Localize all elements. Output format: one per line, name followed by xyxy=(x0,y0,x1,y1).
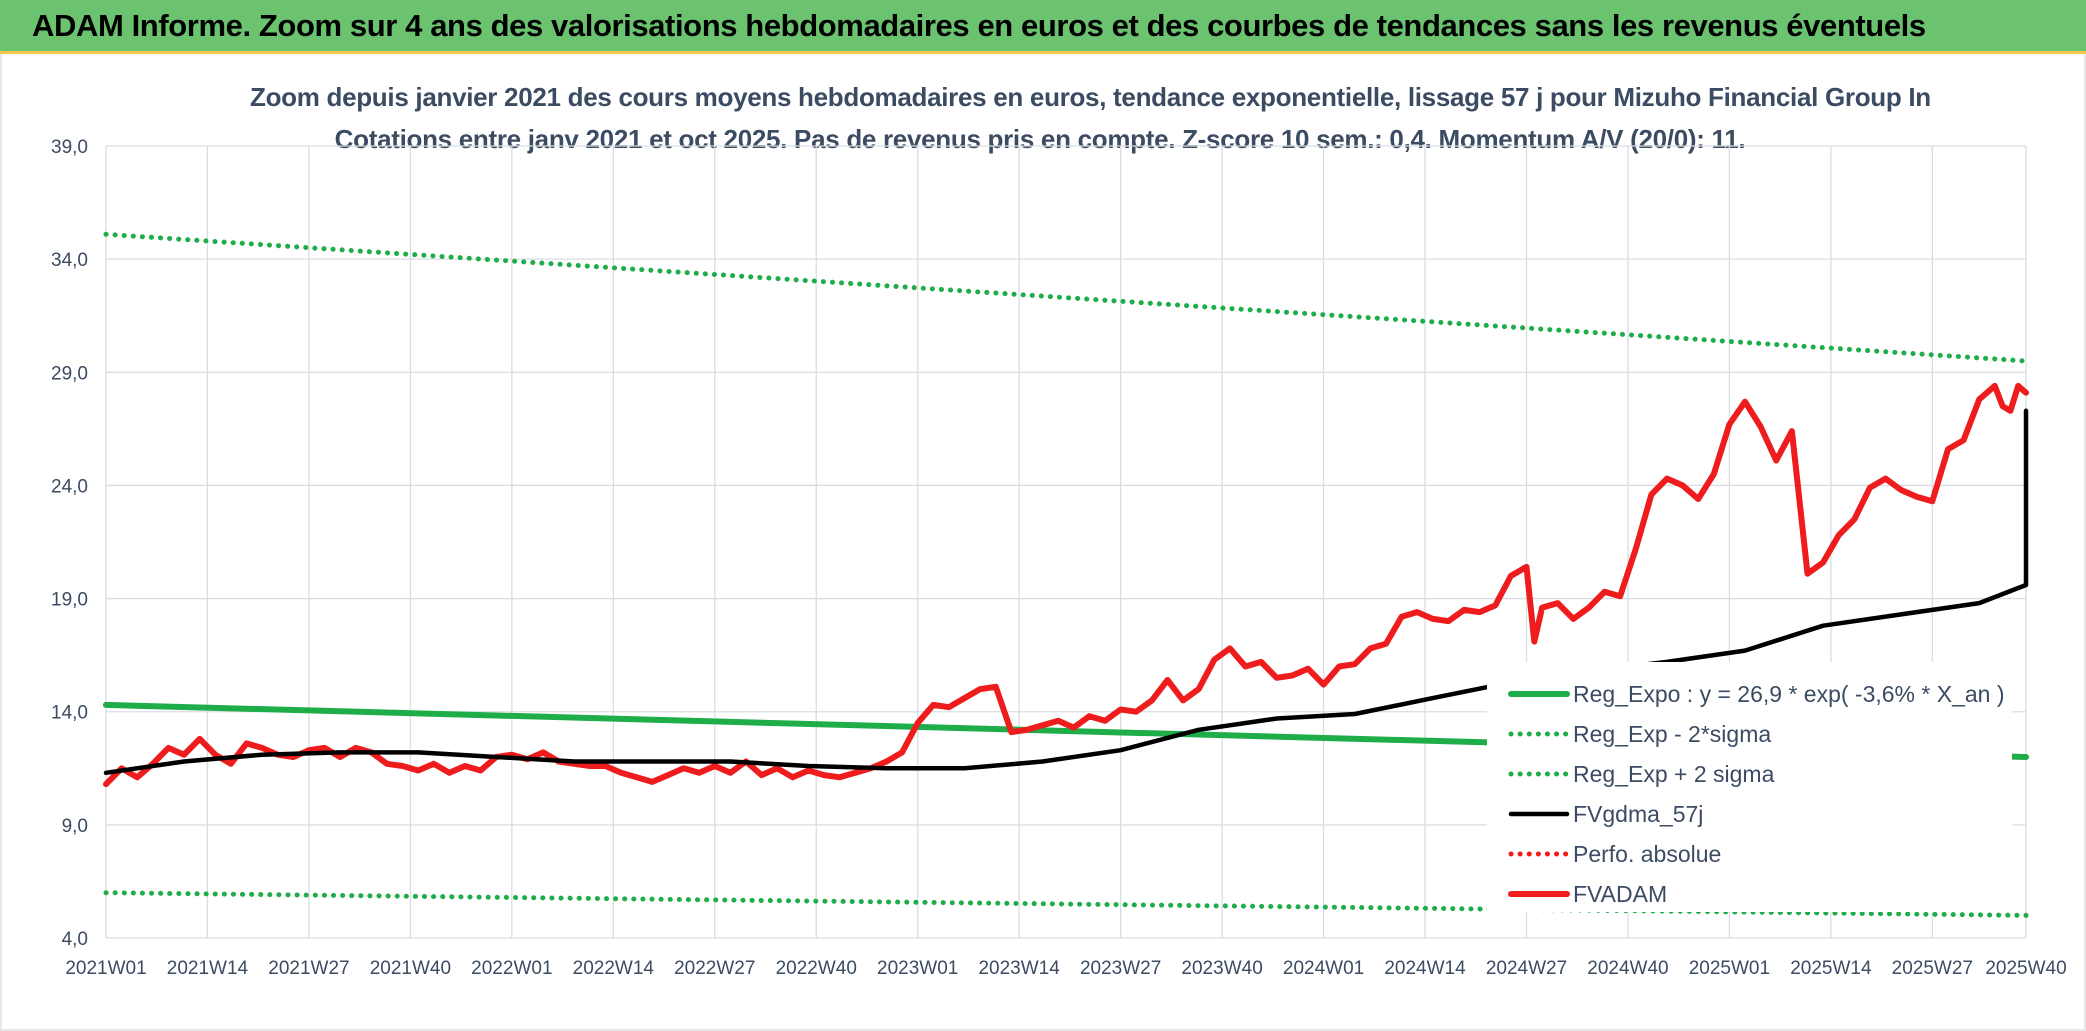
x-tick-label: 2024W27 xyxy=(1486,958,1567,979)
chart-subtitle: Cotations entre janv 2021 et oct 2025. P… xyxy=(334,124,1746,154)
y-tick-label: 19,0 xyxy=(51,590,88,611)
y-tick-label: 4,0 xyxy=(62,929,88,950)
y-tick-label: 34,0 xyxy=(51,250,88,271)
legend-background xyxy=(1487,662,2012,912)
y-tick-label: 9,0 xyxy=(62,816,88,837)
legend-label: Reg_Expo : y = 26,9 * exp( -3,6% * X_an … xyxy=(1573,681,2005,707)
x-tick-label: 2023W27 xyxy=(1080,958,1161,979)
x-tick-label: 2025W01 xyxy=(1689,958,1770,979)
x-tick-label: 2025W14 xyxy=(1790,958,1872,979)
x-tick-label: 2022W14 xyxy=(573,958,655,979)
x-tick-label: 2025W40 xyxy=(1985,958,2066,979)
axis-labels: 39,0 34,0 29,0 24,0 19,0 14,0 9,0 4,0 2021W01 202… xyxy=(51,137,2067,979)
x-tick-label: 2021W01 xyxy=(65,958,146,979)
legend-label: Perfo. absolue xyxy=(1573,841,1721,867)
legend-label: Reg_Exp + 2 sigma xyxy=(1573,761,1775,787)
chart-legend: Reg_Expo : y = 26,9 * exp( -3,6% * X_an … xyxy=(1487,662,2012,912)
series-line-3 xyxy=(103,408,2029,776)
x-tick-label: 2025W27 xyxy=(1892,958,1973,979)
x-tick-label: 2022W01 xyxy=(471,958,552,979)
chart-title: Zoom depuis janvier 2021 des cours moyen… xyxy=(250,82,1931,112)
header-title: ADAM Informe. Zoom sur 4 ans des valoris… xyxy=(32,8,1926,43)
x-tick-label: 2024W40 xyxy=(1587,958,1668,979)
header-bar: ADAM Informe. Zoom sur 4 ans des valoris… xyxy=(0,0,2086,54)
x-tick-label: 2023W14 xyxy=(978,958,1060,979)
y-tick-label: 29,0 xyxy=(51,363,88,384)
series-line-5 xyxy=(103,382,2029,788)
x-tick-label: 2022W27 xyxy=(674,958,755,979)
x-tick-label: 2024W14 xyxy=(1384,958,1466,979)
x-tick-label: 2021W27 xyxy=(268,958,349,979)
legend-label: FVgdma_57j xyxy=(1573,801,1703,827)
y-tick-label: 14,0 xyxy=(51,703,88,724)
y-tick-label: 24,0 xyxy=(51,476,88,497)
x-tick-label: 2021W14 xyxy=(167,958,249,979)
series-line-2 xyxy=(103,231,2029,364)
x-tick-label: 2024W01 xyxy=(1283,958,1364,979)
x-tick-label: 2023W01 xyxy=(877,958,958,979)
x-tick-label: 2023W40 xyxy=(1181,958,1262,979)
legend-label: Reg_Exp - 2*sigma xyxy=(1573,721,1771,747)
x-tick-label: 2022W40 xyxy=(776,958,857,979)
x-tick-label: 2021W40 xyxy=(370,958,451,979)
y-tick-label: 39,0 xyxy=(51,137,88,158)
legend-label: FVADAM xyxy=(1573,881,1667,907)
